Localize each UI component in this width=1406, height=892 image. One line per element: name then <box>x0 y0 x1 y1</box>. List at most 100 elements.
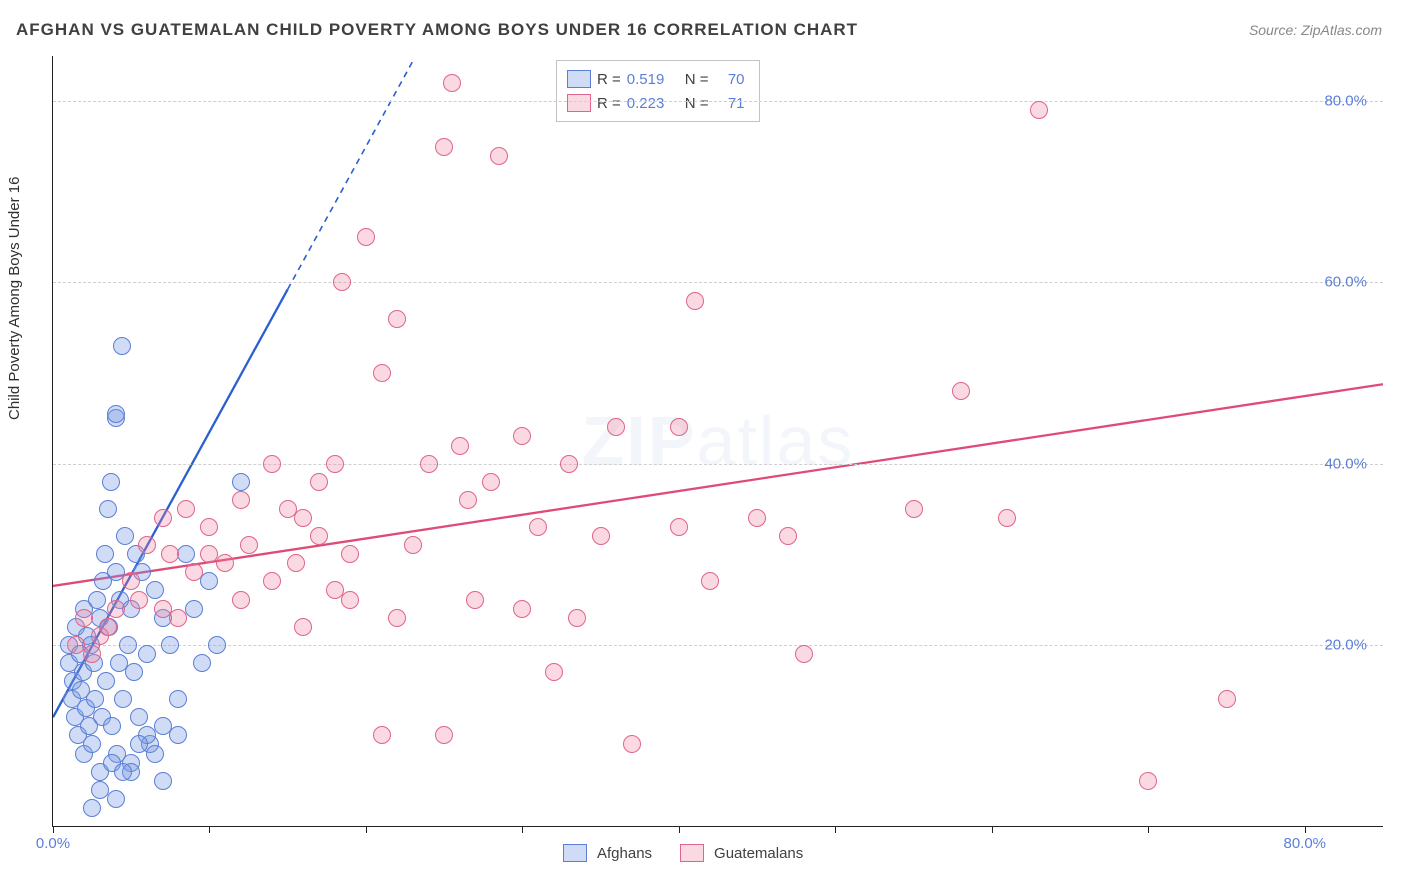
chart-title: AFGHAN VS GUATEMALAN CHILD POVERTY AMONG… <box>16 20 858 40</box>
scatter-point-guatemalans <box>177 500 195 518</box>
scatter-point-afghans <box>119 636 137 654</box>
scatter-point-afghans <box>114 690 132 708</box>
scatter-point-guatemalans <box>670 418 688 436</box>
scatter-point-afghans <box>130 708 148 726</box>
x-tick <box>53 826 54 833</box>
scatter-point-afghans <box>177 545 195 563</box>
scatter-point-afghans <box>83 735 101 753</box>
scatter-point-guatemalans <box>294 509 312 527</box>
scatter-point-afghans <box>107 790 125 808</box>
scatter-point-guatemalans <box>83 645 101 663</box>
scatter-point-guatemalans <box>232 491 250 509</box>
scatter-point-afghans <box>146 581 164 599</box>
scatter-point-guatemalans <box>122 572 140 590</box>
correlation-legend: R =0.519N =70R =0.223N =71 <box>556 60 760 122</box>
scatter-point-guatemalans <box>161 545 179 563</box>
scatter-point-afghans <box>138 645 156 663</box>
scatter-point-guatemalans <box>592 527 610 545</box>
scatter-point-afghans <box>169 726 187 744</box>
scatter-point-guatemalans <box>75 609 93 627</box>
scatter-point-afghans <box>97 672 115 690</box>
x-tick <box>835 826 836 833</box>
gridline-h <box>53 282 1383 283</box>
scatter-point-guatemalans <box>443 74 461 92</box>
scatter-point-guatemalans <box>686 292 704 310</box>
scatter-point-guatemalans <box>138 536 156 554</box>
scatter-point-afghans <box>88 591 106 609</box>
scatter-point-guatemalans <box>701 572 719 590</box>
scatter-point-guatemalans <box>1030 101 1048 119</box>
legend-row-guatemalans: R =0.223N =71 <box>567 91 745 115</box>
y-tick-label: 20.0% <box>1324 636 1367 653</box>
r-value: 0.223 <box>627 95 679 112</box>
scatter-point-guatemalans <box>670 518 688 536</box>
r-label: R = <box>597 95 621 112</box>
scatter-point-guatemalans <box>451 437 469 455</box>
scatter-point-guatemalans <box>568 609 586 627</box>
legend-label-afghans: Afghans <box>597 845 652 862</box>
n-value: 70 <box>715 71 745 88</box>
y-tick-label: 40.0% <box>1324 455 1367 472</box>
scatter-point-guatemalans <box>263 572 281 590</box>
scatter-point-guatemalans <box>420 455 438 473</box>
scatter-point-guatemalans <box>388 609 406 627</box>
scatter-plot-area: ZIPatlas R =0.519N =70R =0.223N =71 Afgh… <box>52 56 1383 827</box>
scatter-point-afghans <box>146 745 164 763</box>
gridline-h <box>53 645 1383 646</box>
scatter-point-afghans <box>99 500 117 518</box>
scatter-point-afghans <box>86 690 104 708</box>
scatter-point-guatemalans <box>529 518 547 536</box>
scatter-point-guatemalans <box>482 473 500 491</box>
scatter-point-guatemalans <box>623 735 641 753</box>
scatter-point-guatemalans <box>795 645 813 663</box>
scatter-point-guatemalans <box>373 364 391 382</box>
scatter-point-afghans <box>107 405 125 423</box>
x-tick <box>679 826 680 833</box>
scatter-point-guatemalans <box>333 273 351 291</box>
scatter-point-guatemalans <box>326 455 344 473</box>
x-tick-label-left: 0.0% <box>36 835 70 852</box>
y-tick-label: 60.0% <box>1324 274 1367 291</box>
scatter-point-guatemalans <box>240 536 258 554</box>
scatter-point-guatemalans <box>779 527 797 545</box>
scatter-point-afghans <box>116 527 134 545</box>
scatter-point-afghans <box>169 690 187 708</box>
gridline-h <box>53 101 1383 102</box>
legend-label-guatemalans: Guatemalans <box>714 845 803 862</box>
scatter-point-guatemalans <box>294 618 312 636</box>
gridline-h <box>53 464 1383 465</box>
scatter-point-afghans <box>161 636 179 654</box>
scatter-point-guatemalans <box>154 509 172 527</box>
scatter-point-afghans <box>103 717 121 735</box>
y-axis-label: Child Poverty Among Boys Under 16 <box>6 177 23 420</box>
scatter-point-guatemalans <box>357 228 375 246</box>
scatter-point-afghans <box>208 636 226 654</box>
scatter-point-afghans <box>83 799 101 817</box>
legend-row-afghans: R =0.519N =70 <box>567 67 745 91</box>
scatter-point-guatemalans <box>466 591 484 609</box>
scatter-point-afghans <box>154 772 172 790</box>
scatter-point-guatemalans <box>310 473 328 491</box>
scatter-point-guatemalans <box>341 591 359 609</box>
scatter-point-guatemalans <box>513 427 531 445</box>
legend-swatch-afghans <box>563 844 587 862</box>
scatter-point-guatemalans <box>952 382 970 400</box>
scatter-point-guatemalans <box>130 591 148 609</box>
scatter-point-guatemalans <box>490 147 508 165</box>
scatter-point-guatemalans <box>435 138 453 156</box>
scatter-point-guatemalans <box>99 618 117 636</box>
y-tick-label: 80.0% <box>1324 93 1367 110</box>
scatter-point-afghans <box>96 545 114 563</box>
x-tick <box>522 826 523 833</box>
scatter-point-guatemalans <box>404 536 422 554</box>
scatter-point-afghans <box>193 654 211 672</box>
scatter-point-guatemalans <box>1139 772 1157 790</box>
scatter-point-guatemalans <box>287 554 305 572</box>
scatter-point-guatemalans <box>545 663 563 681</box>
scatter-point-afghans <box>232 473 250 491</box>
x-tick <box>366 826 367 833</box>
x-tick <box>992 826 993 833</box>
scatter-point-guatemalans <box>459 491 477 509</box>
scatter-point-guatemalans <box>905 500 923 518</box>
scatter-point-guatemalans <box>1218 690 1236 708</box>
